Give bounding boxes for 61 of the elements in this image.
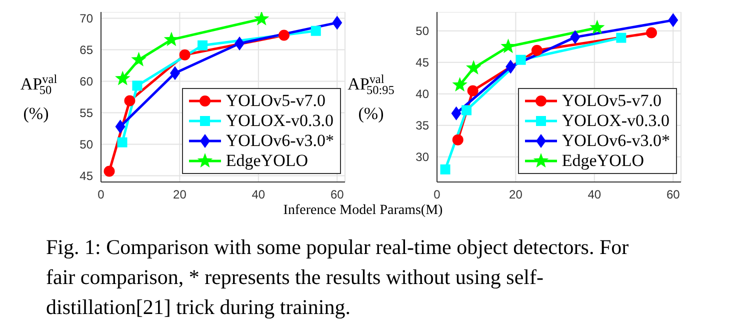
point [124, 95, 136, 106]
y-tick-label: 30 [416, 150, 430, 164]
point [310, 26, 321, 36]
point [452, 134, 464, 146]
point [179, 49, 190, 60]
x-tick-label: 40 [252, 188, 266, 202]
point [590, 20, 605, 34]
legend-label: YOLOv6-v3.0* [562, 131, 670, 151]
legend-label: YOLOX-v0.3.0 [562, 111, 670, 131]
caption: Fig. 1: Comparison with some popular real-time object detectors. For fair comparison, * represents the results without using self-distillation[21] trick during training. [46, 234, 630, 321]
legend-label: EdgeYOLO [562, 151, 644, 171]
legend-label: YOLOv5-v7.0 [562, 91, 662, 111]
point [115, 70, 130, 86]
point [117, 137, 128, 148]
x-tick-label: 0 [98, 188, 105, 202]
y-tick-label: 50 [80, 137, 94, 152]
point [332, 16, 342, 30]
point [254, 12, 270, 26]
y-tick-label: 50 [416, 24, 430, 38]
point [278, 30, 290, 41]
x-tick-label: 60 [666, 188, 680, 202]
x-axis-title: Inference Model Params(M) [282, 203, 444, 219]
x-tick-label: 20 [509, 188, 523, 202]
legend-label: YOLOv6-v3.0* [226, 131, 334, 151]
point [500, 38, 516, 54]
point [462, 105, 472, 116]
x-tick-label: 20 [173, 188, 187, 202]
point [570, 30, 580, 44]
point [467, 85, 478, 96]
point [440, 164, 450, 174]
point [516, 54, 526, 65]
point [466, 60, 482, 75]
x-tick-label: 60 [330, 188, 344, 202]
point [616, 32, 626, 43]
legend-label: YOLOX-v0.3.0 [226, 111, 334, 131]
point [131, 52, 146, 66]
y-tick-label: 40 [416, 87, 430, 102]
point [451, 106, 462, 120]
point [164, 32, 180, 46]
point [115, 120, 126, 134]
y-tick-label: 35 [416, 118, 430, 133]
y-tick-label: 60 [80, 74, 94, 89]
x-tick-label: 40 [588, 188, 602, 202]
y-tick-label: 70 [80, 12, 94, 26]
point [198, 40, 208, 50]
x-tick-label: 0 [434, 188, 441, 202]
y-tick-label: 45 [416, 56, 430, 70]
legend-label: YOLOv5-v7.0 [226, 91, 326, 111]
point [104, 166, 115, 177]
y-tick-label: 45 [80, 168, 94, 183]
point [668, 13, 678, 28]
point [646, 27, 657, 38]
point [234, 36, 245, 50]
point [452, 77, 468, 92]
point [531, 44, 542, 56]
y-tick-label: 65 [80, 43, 94, 58]
y-tick-label: 55 [80, 106, 94, 120]
point [132, 80, 142, 91]
legend-label: EdgeYOLO [226, 151, 308, 171]
point [506, 60, 516, 74]
point [170, 66, 180, 80]
